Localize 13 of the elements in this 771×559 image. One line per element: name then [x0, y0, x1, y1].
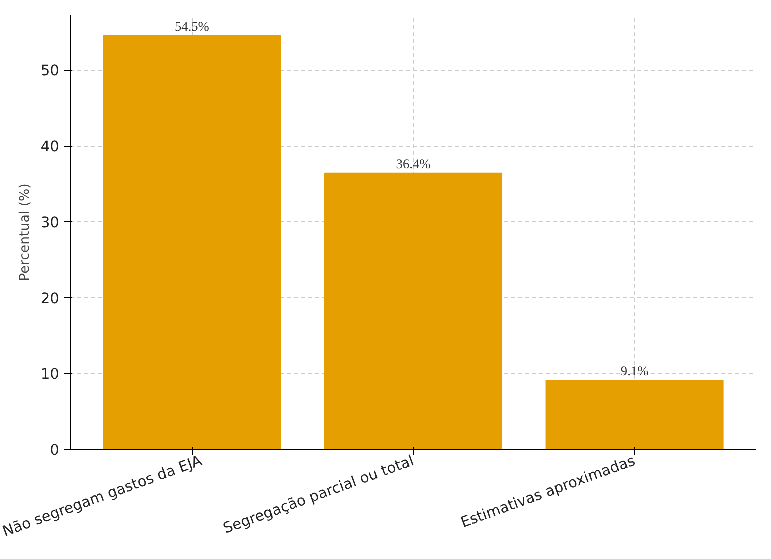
y-tick-label: 40 — [40, 138, 60, 156]
data-label: 54.5% — [174, 18, 210, 34]
bar — [546, 380, 724, 450]
data-label: 9.1% — [620, 363, 649, 378]
y-tick-label: 10 — [40, 366, 60, 384]
y-axis-title: Percentual (%) — [18, 184, 33, 282]
y-tick-label: 0 — [50, 442, 60, 459]
y-tick-label: 30 — [40, 214, 60, 232]
bar — [103, 35, 282, 450]
data-label: 36.4% — [396, 156, 431, 172]
bar — [324, 172, 503, 450]
y-tick-label: 20 — [40, 290, 60, 308]
y-tick-label: 50 — [40, 62, 60, 80]
